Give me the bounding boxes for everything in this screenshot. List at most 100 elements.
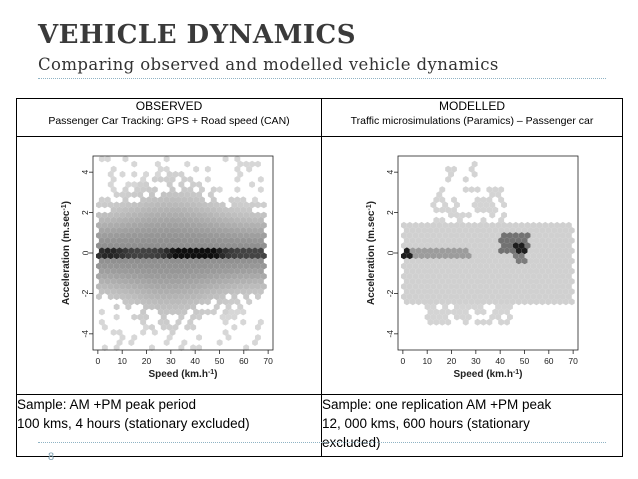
hexbin-cell (154, 283, 161, 290)
hexbin-cell (122, 227, 129, 234)
hexbin-cell (143, 221, 149, 229)
hexbin-cell (163, 155, 170, 163)
hexbin-cell (228, 216, 235, 224)
hexbin-cell (163, 318, 170, 326)
hexbin-cell (430, 242, 437, 250)
hexbin-cell (101, 323, 108, 331)
hexbin-cell (140, 237, 147, 244)
hexbin-cell (187, 176, 194, 183)
hexbin-cell (146, 247, 152, 255)
hexbin-cell (178, 303, 185, 311)
hexbin-cell (451, 247, 457, 255)
hexbin-cell (210, 288, 217, 295)
hexbin-cell (418, 272, 425, 280)
hexbin-cell (530, 242, 537, 250)
hexbin-cell (237, 201, 244, 209)
hexbin-cell (184, 242, 191, 250)
hexbin-cell (509, 288, 516, 295)
hexbin-cell (231, 313, 238, 321)
hexbin-cell (178, 293, 185, 301)
y-tick-label: 0 (80, 250, 90, 255)
hexbin-cell (146, 227, 152, 234)
hexbin-cell (486, 237, 493, 244)
hexbin-cell (439, 298, 446, 306)
hexbin-cell (181, 206, 188, 214)
hexbin-cell (146, 257, 152, 265)
hexbin-cell (415, 298, 422, 306)
hexbin-cell (207, 293, 214, 301)
hexbin-cell (454, 252, 460, 260)
hexbin-cell (181, 278, 188, 285)
hexbin-cell (222, 298, 229, 306)
hexbin-cell (213, 221, 220, 229)
hexbin-cell (252, 196, 258, 204)
hexbin-cell (122, 257, 129, 265)
hexbin-cell (149, 344, 155, 352)
hexbin-cell (439, 206, 446, 214)
hexbin-cell (219, 252, 226, 260)
hexbin-cell (199, 206, 205, 214)
hexbin-cell (568, 298, 575, 306)
hexbin-cell (160, 293, 167, 301)
hexbin-cell (442, 252, 449, 260)
hexbin-cell (403, 247, 410, 255)
hexbin-cell (157, 176, 164, 183)
hexbin-cell (445, 288, 452, 295)
hexbin-cell (421, 278, 428, 285)
hexbin-cell (442, 293, 449, 301)
hexbin-cell (527, 298, 534, 306)
hexbin-cell (246, 165, 253, 173)
hexbin-cell (436, 262, 443, 270)
hexbin-cell (119, 201, 126, 209)
hexbin-cell (246, 247, 253, 255)
hexbin-cell (160, 303, 167, 311)
hexbin-cell (196, 334, 202, 341)
hexbin-cell (146, 196, 152, 204)
hexbin-cell (131, 293, 138, 301)
hexbin-cell (98, 237, 105, 244)
hexbin-cell (160, 323, 167, 331)
hexbin-cell (486, 267, 493, 275)
hexbin-cell (166, 283, 173, 290)
hexbin-cell (471, 252, 478, 260)
hexbin-cell (465, 242, 472, 250)
modelled-sample-line2: 12, 000 kms, 600 hours (stationary (322, 416, 530, 431)
hexbin-cell (249, 181, 255, 188)
hexbin-cell (421, 257, 428, 265)
hexbin-cell (137, 201, 144, 209)
hexbin-cell (451, 267, 457, 275)
hexbin-cell (210, 186, 217, 193)
hexbin-cell (562, 278, 569, 285)
hexbin-cell (146, 186, 152, 193)
hexbin-cell (462, 288, 469, 295)
hexbin-cell (260, 201, 267, 209)
hexbin-cell (225, 211, 232, 219)
hexbin-cell (536, 242, 543, 250)
hexbin-cell (542, 262, 549, 270)
hexbin-cell (439, 227, 446, 234)
hexbin-cell (492, 227, 499, 234)
hexbin-cell (219, 313, 226, 321)
hexbin-cell (480, 237, 487, 244)
hexbin-cell (445, 227, 452, 234)
hexbin-cell (219, 262, 226, 270)
hexbin-cell (471, 293, 478, 301)
hexbin-cell (110, 267, 117, 275)
hexbin-cell (151, 237, 158, 244)
hexbin-cell (412, 221, 419, 229)
hexbin-cell (536, 262, 543, 270)
hexbin-cell (231, 221, 238, 229)
hexbin-cell (524, 293, 531, 301)
hexbin-cell (477, 252, 484, 260)
hexbin-cell (107, 232, 114, 239)
hexbin-cell (190, 211, 197, 219)
hexbin-cell (172, 293, 179, 301)
hexbin-cell (507, 221, 513, 229)
hexbin-cell (462, 176, 469, 183)
hexbin-cell (140, 247, 147, 255)
hexbin-cell (401, 232, 407, 239)
x-tick-label: 70 (263, 356, 273, 366)
hexbin-cell (134, 227, 141, 234)
hexbin-cell (512, 221, 519, 229)
hexbin-cell (468, 257, 475, 265)
